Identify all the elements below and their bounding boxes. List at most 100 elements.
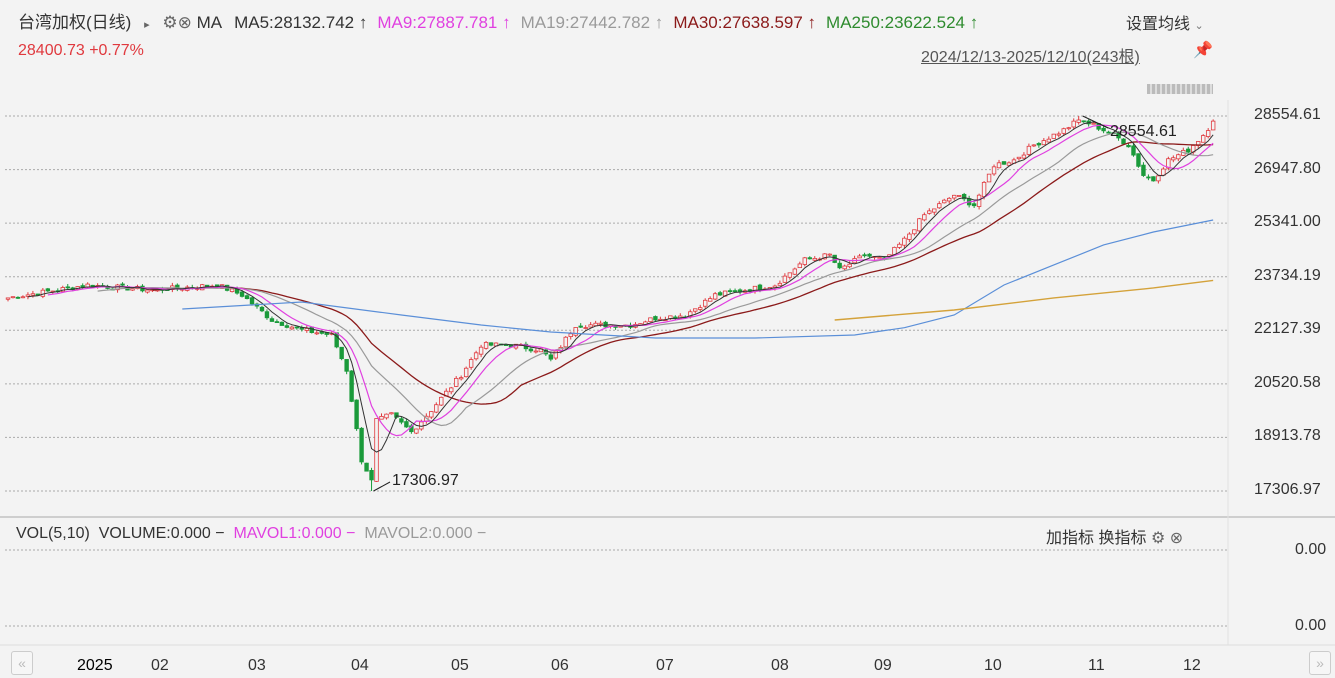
switch-indicator-button[interactable]: 换指标 — [1098, 530, 1147, 547]
vol-title: VOL(5,10) — [16, 525, 90, 542]
candle-down — [1081, 120, 1086, 123]
x-tick-label: 2025 — [77, 657, 113, 674]
x-tick-label: 04 — [351, 657, 369, 674]
low-annotation-arrow — [373, 481, 391, 492]
candle-up — [1021, 154, 1027, 159]
candle-up — [1056, 133, 1061, 136]
candle-up — [449, 387, 454, 393]
candle-up — [947, 197, 952, 202]
candle-up — [463, 367, 469, 378]
expand-arrow-icon[interactable]: ▸ — [144, 19, 150, 31]
candle-up — [707, 298, 713, 302]
ma-label: MA — [196, 13, 223, 32]
candle-up — [414, 428, 419, 434]
x-tick-label: 08 — [771, 657, 789, 674]
candle-up — [458, 377, 464, 380]
last-price: 28400.73 — [18, 42, 85, 59]
candle-up — [1166, 158, 1171, 169]
candle-up — [802, 257, 807, 265]
vol-mavol1: MAVOL1:0.000 − — [233, 525, 356, 542]
close-circle-icon[interactable]: ⊗ — [177, 13, 192, 32]
candle-down — [867, 253, 872, 257]
candle-down — [1151, 176, 1156, 182]
candle-up — [289, 326, 295, 330]
candle-up — [573, 327, 578, 336]
x-tick-label: 03 — [248, 657, 266, 674]
candle-up — [478, 346, 484, 355]
y-tick-label: 26947.80 — [1254, 159, 1321, 177]
candle-up — [389, 412, 394, 415]
candle-up — [857, 255, 862, 259]
candle-up — [588, 324, 593, 328]
candle-up — [229, 288, 235, 292]
candle-up — [1076, 119, 1081, 123]
candle-up — [1061, 128, 1066, 134]
chart-title: 台湾加权(日线) ▸ ⚙⊗ MA MA5:28132.742 ↑ MA9:27887… — [18, 8, 988, 33]
add-indicator-button[interactable]: 加指标 — [1046, 530, 1095, 547]
scroll-handle[interactable] — [1147, 84, 1213, 94]
candle-up — [787, 272, 793, 278]
ma30-line — [152, 141, 1214, 405]
y-tick-label: 23734.19 — [1254, 266, 1321, 284]
index-name: 台湾加权(日线) — [18, 13, 132, 32]
candle-up — [553, 350, 558, 359]
close-circle-icon[interactable]: ⊗ — [1169, 530, 1184, 547]
candle-up — [429, 411, 434, 418]
candle-up — [384, 413, 389, 419]
change-percent: +0.77% — [89, 42, 144, 59]
candle-up — [20, 296, 26, 299]
pin-icon[interactable]: 📌 — [1193, 42, 1213, 59]
x-tick-label: 05 — [451, 657, 469, 674]
date-range-link[interactable]: 2024/12/13-2025/12/10(243根) — [921, 49, 1140, 66]
candle-up — [419, 421, 424, 430]
candle-down — [339, 346, 344, 360]
candle-down — [369, 470, 374, 481]
set-ma-button[interactable]: 设置均线 ⌄ — [1126, 10, 1204, 34]
candle-down — [269, 318, 275, 322]
candle-up — [563, 336, 568, 348]
candle-down — [548, 354, 554, 360]
scroll-left-button[interactable]: « — [11, 651, 33, 675]
high-annotation-arrow — [1082, 115, 1109, 129]
candle-down — [354, 399, 359, 430]
x-tick-label: 11 — [1088, 657, 1105, 674]
candle-up — [996, 162, 1002, 169]
candle-down — [717, 292, 723, 296]
candle-up — [434, 404, 439, 413]
gear-icon[interactable]: ⚙ — [1150, 530, 1166, 547]
candle-up — [379, 416, 384, 420]
chevron-down-icon: ⌄ — [1194, 20, 1204, 32]
candle-up — [822, 253, 827, 260]
candle-down — [961, 193, 967, 200]
candle-up — [439, 396, 444, 406]
indicator-controls: 加指标 换指标 ⚙ ⊗ — [1046, 524, 1183, 548]
gold-ma-line — [834, 279, 1214, 321]
candle-up — [897, 243, 902, 248]
candle-up — [812, 258, 817, 261]
candle-up — [693, 308, 698, 312]
candle-up — [1201, 135, 1206, 143]
ma19-line — [97, 131, 1214, 427]
candle-down — [727, 290, 733, 293]
candle-down — [239, 291, 245, 297]
vol-y-label: 0.00 — [1295, 617, 1327, 634]
x-tick-label: 07 — [656, 657, 674, 674]
candle-up — [533, 350, 539, 353]
candle-up — [902, 237, 907, 246]
gear-icon[interactable]: ⚙ — [162, 13, 178, 32]
set-ma-label: 设置均线 — [1126, 16, 1191, 33]
candle-down — [105, 287, 110, 289]
candle-down — [309, 326, 314, 333]
candle-down — [807, 257, 812, 260]
candle-up — [304, 328, 309, 331]
candle-up — [1031, 144, 1037, 147]
candle-up — [782, 275, 788, 283]
candle-up — [1066, 127, 1071, 130]
scroll-right-button[interactable]: » — [1309, 651, 1331, 675]
candle-up — [1176, 154, 1181, 160]
candle-up — [712, 293, 718, 300]
candle-down — [80, 285, 85, 288]
candle-down — [653, 316, 658, 321]
candle-up — [593, 322, 598, 327]
